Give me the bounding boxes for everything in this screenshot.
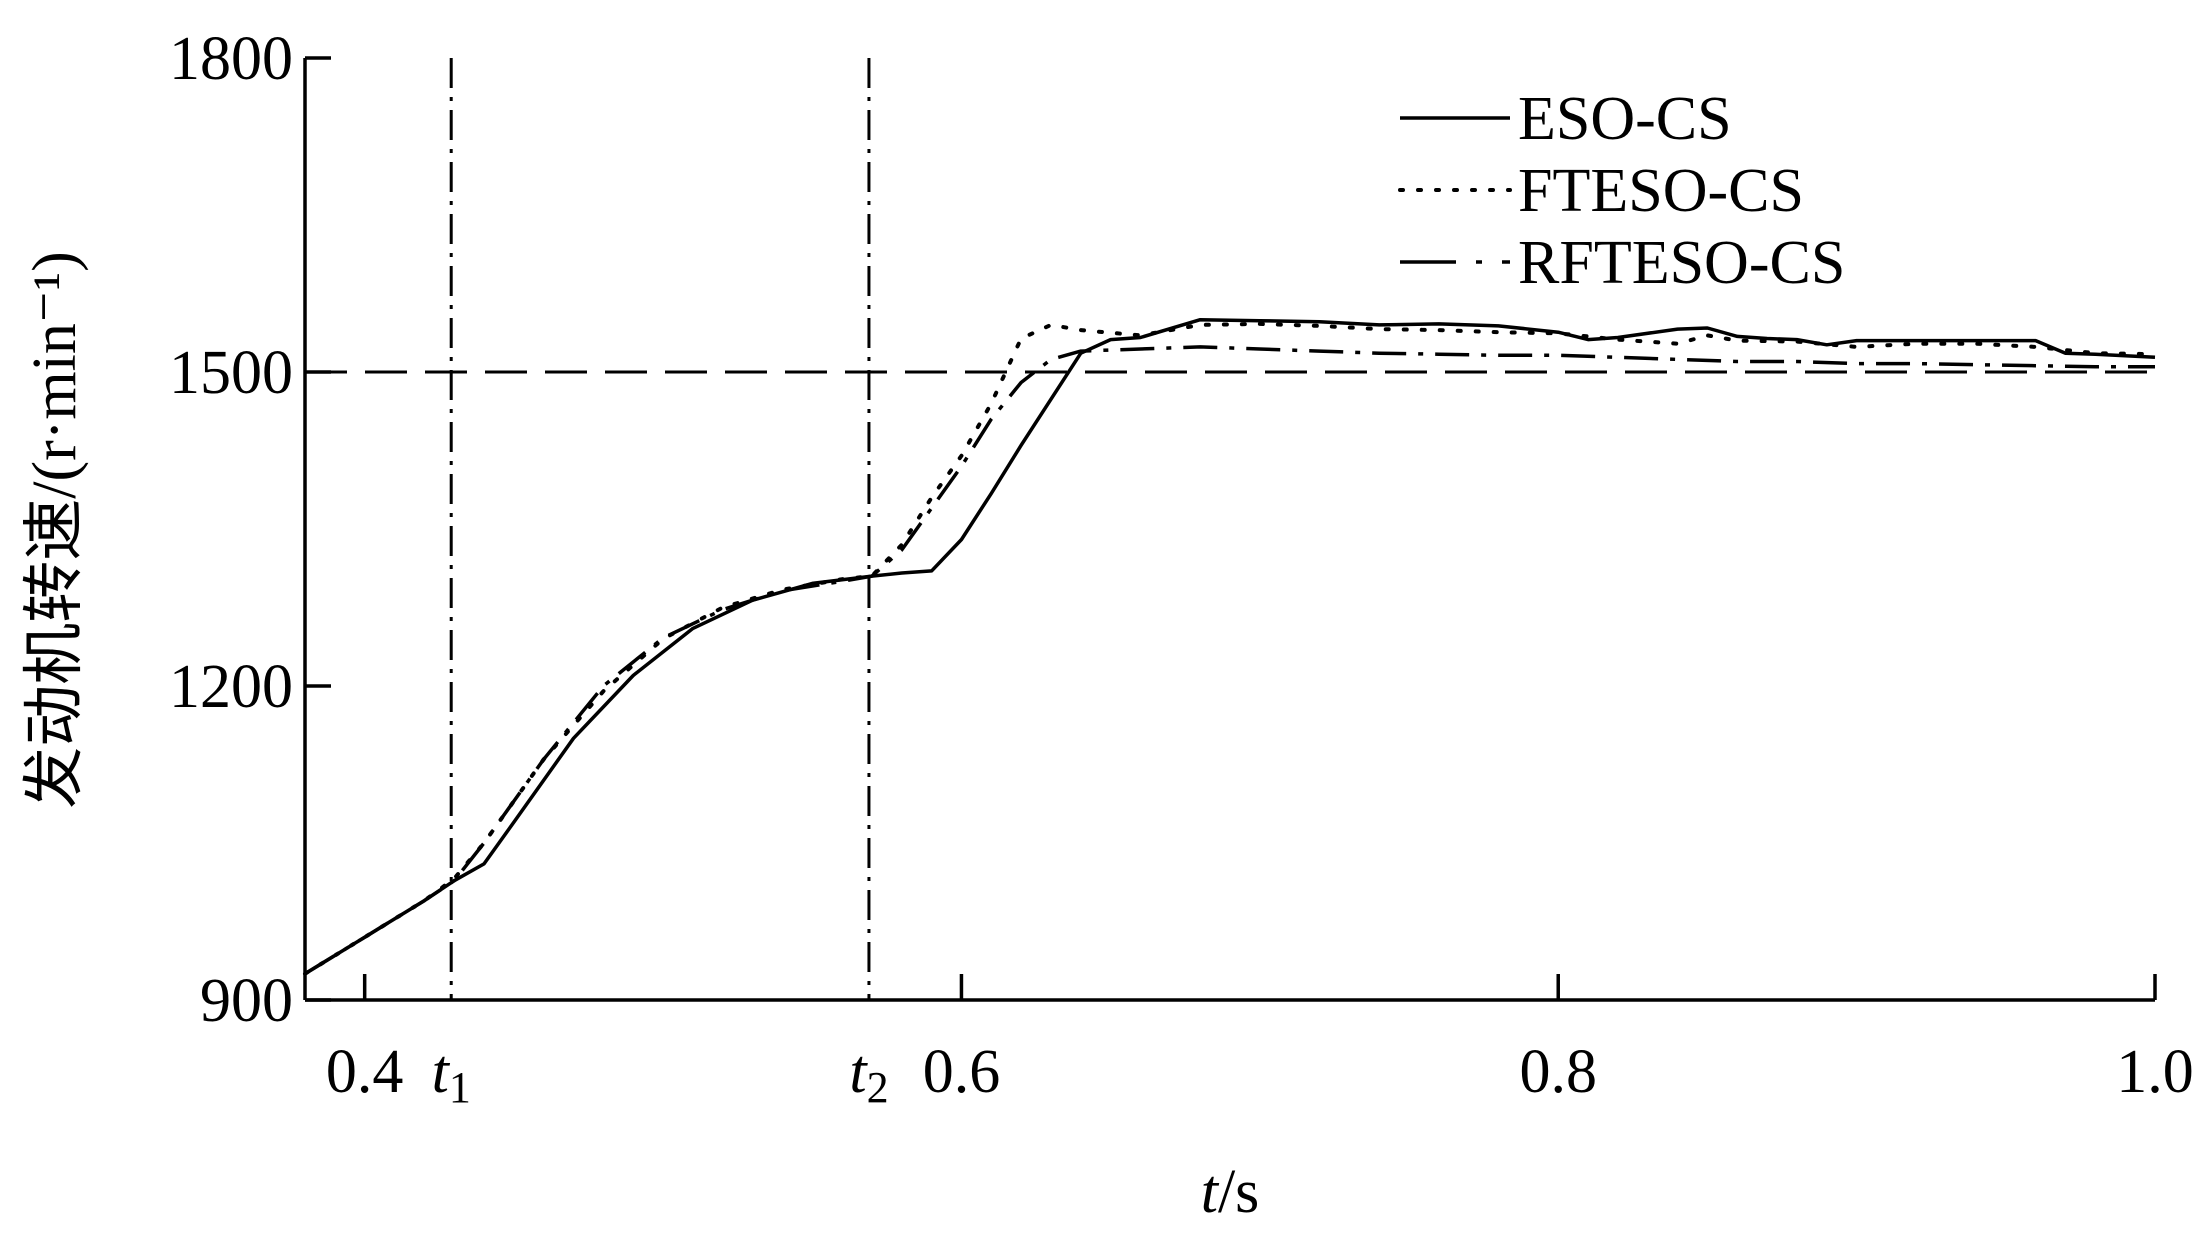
x-axis-label: t/s (1201, 1158, 1260, 1226)
legend-label-rfteso-cs: RFTESO-CS (1518, 229, 1845, 297)
marker-label-subscript: 1 (449, 1063, 471, 1112)
marker-label-t2: t2 (849, 1038, 888, 1112)
legend-label-eso-cs: ESO-CS (1518, 85, 1732, 153)
marker-label-base: t (432, 1038, 451, 1106)
x-tick-label: 0.8 (1519, 1038, 1597, 1106)
marker-label-base: t (849, 1038, 868, 1106)
marker-label-t1: t1 (432, 1038, 471, 1112)
x-axis-label-unit: /s (1218, 1158, 1259, 1226)
axes-layer: 900 1200 1500 1800 0.4 0.6 0.8 1.0 (169, 25, 2194, 1106)
y-tick-label: 1500 (169, 339, 293, 407)
marker-layer: t1 t2 (432, 58, 889, 1112)
y-axis-label: 发动机转速/(r·min⁻¹) (21, 251, 89, 809)
x-tick-label: 0.6 (923, 1038, 1001, 1106)
x-tick-label: 0.4 (326, 1038, 404, 1106)
series-line-rfteso-cs (304, 345, 2155, 976)
y-tick-label: 900 (200, 967, 293, 1035)
series-line-eso-cs (304, 317, 2156, 976)
x-axis-label-symbol: t (1201, 1158, 1220, 1226)
y-tick-label: 1800 (169, 25, 293, 93)
series-layer (303, 317, 2157, 976)
y-tick-label: 1200 (169, 653, 293, 721)
marker-label-subscript: 2 (867, 1063, 889, 1112)
series-line-fteso-cs (303, 321, 2157, 976)
legend-label-fteso-cs: FTESO-CS (1518, 157, 1804, 225)
x-tick-label: 1.0 (2116, 1038, 2194, 1106)
